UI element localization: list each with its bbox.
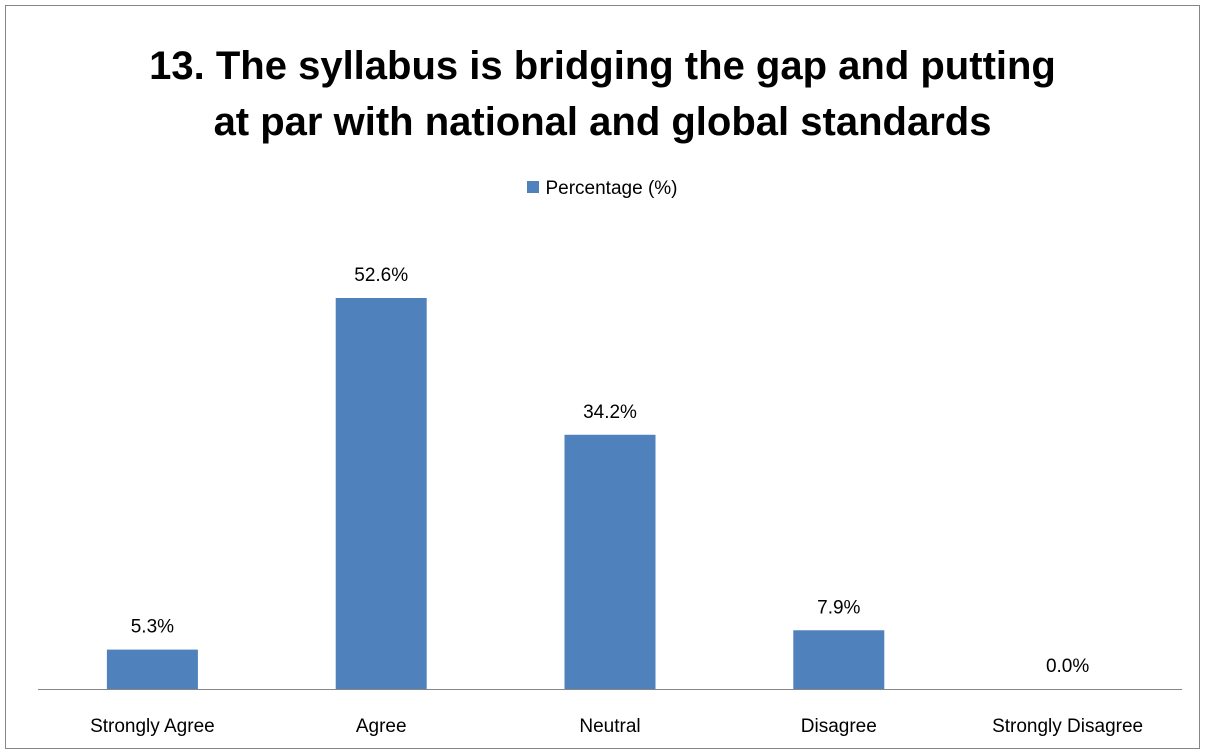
x-tick-label-strongly-disagree: Strongly Disagree — [992, 716, 1143, 737]
bar-disagree — [793, 630, 885, 689]
legend: Percentage (%) — [0, 178, 1205, 200]
chart-title-line-1: 13. The syllabus is bridging the gap and… — [149, 44, 1056, 88]
chart-title-line-2: at par with national and global standard… — [213, 100, 992, 144]
x-tick-label-neutral: Neutral — [579, 716, 640, 737]
data-label-disagree: 7.9% — [817, 597, 860, 618]
bar-strongly-agree — [106, 649, 198, 689]
bar-neutral — [564, 434, 656, 689]
data-label-agree: 52.6% — [354, 265, 408, 286]
chart-title: 13. The syllabus is bridging the gap and… — [0, 38, 1205, 150]
legend-label: Percentage (%) — [545, 178, 678, 199]
data-label-strongly-disagree: 0.0% — [1046, 656, 1089, 677]
data-label-neutral: 34.2% — [583, 402, 637, 423]
bar-agree — [335, 298, 427, 689]
x-tick-label-strongly-agree: Strongly Agree — [90, 716, 215, 737]
data-label-strongly-agree: 5.3% — [131, 617, 174, 638]
legend-swatch — [527, 180, 540, 193]
x-tick-label-agree: Agree — [356, 716, 407, 737]
x-tick-label-disagree: Disagree — [801, 716, 877, 737]
